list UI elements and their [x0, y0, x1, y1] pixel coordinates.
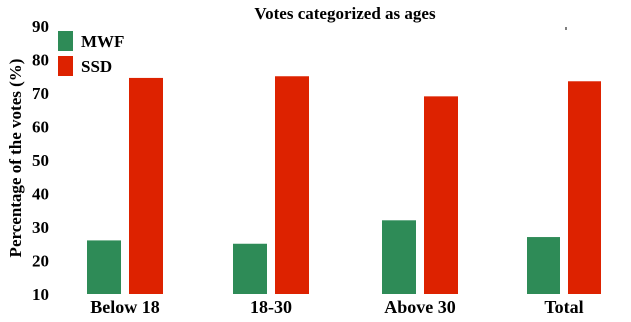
- x-category-label: Total: [544, 297, 583, 317]
- y-axis-label: Percentage of the votes (%): [6, 59, 25, 258]
- legend-label-ssd: SSD: [81, 57, 112, 76]
- y-axis: 10 20 30 40 50 60 70 80 90: [32, 17, 49, 304]
- y-tick-label: 60: [32, 118, 49, 137]
- legend-swatch-ssd: [58, 56, 73, 76]
- x-category-label: Below 18: [90, 297, 160, 317]
- y-tick-label: 90: [32, 17, 49, 36]
- x-category-label: 18-30: [250, 297, 292, 317]
- legend-label-mwf: MWF: [81, 32, 124, 51]
- bar-mwf-0: [87, 240, 121, 294]
- y-tick-label: 40: [32, 185, 49, 204]
- chart-title: Votes categorized as ages: [254, 4, 436, 23]
- bar-ssd-3: [568, 81, 601, 294]
- bar-mwf-1: [233, 244, 267, 294]
- bar-mwf-3: [527, 237, 560, 294]
- y-tick-label: 50: [32, 151, 49, 170]
- plot-area: [87, 76, 601, 294]
- y-tick-label: 80: [32, 51, 49, 70]
- x-category-label: Above 30: [384, 297, 456, 317]
- bar-ssd-2: [424, 96, 458, 294]
- bar-mwf-2: [382, 220, 416, 294]
- legend-swatch-mwf: [58, 31, 73, 51]
- bar-ssd-1: [275, 76, 309, 294]
- legend: MWF SSD: [58, 31, 124, 76]
- y-tick-label: 20: [32, 252, 49, 271]
- x-axis: Below 18 18-30 Above 30 Total: [90, 297, 583, 317]
- y-tick-label: 10: [32, 285, 49, 304]
- y-tick-label: 70: [32, 84, 49, 103]
- y-tick-label: 30: [32, 218, 49, 237]
- bar-ssd-0: [129, 78, 163, 294]
